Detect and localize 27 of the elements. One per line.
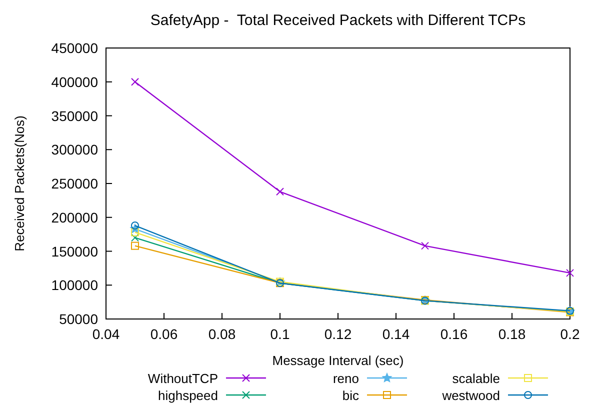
y-tick-label: 200000 [51,209,98,226]
y-tick-label: 450000 [51,40,98,56]
x-tick-label: 0.2 [560,326,580,342]
legend-label: scalable [452,371,500,386]
y-tick-label: 100000 [51,277,98,294]
x-tick-label: 0.04 [92,326,120,342]
y-tick-label: 250000 [51,176,98,192]
legend-label: westwood [441,388,500,403]
x-tick-label: 0.1 [270,326,290,342]
x-tick-label: 0.18 [498,326,526,342]
x-tick-label: 0.12 [324,326,352,342]
x-axis-title: Message Interval (sec) [272,353,404,368]
chart-title: SafetyApp - Total Received Packets with Different TCPs [150,12,526,29]
legend-label: reno [332,371,359,386]
y-tick-label: 400000 [51,74,98,90]
legend-label: highspeed [158,388,218,403]
y-tick-label: 350000 [51,108,98,124]
y-tick-label: 50000 [59,311,98,327]
y-axis-title: Received Packets(Nos) [12,116,27,252]
y-tick-label: 300000 [51,142,98,158]
legend-label: bic [342,388,360,403]
legend-label: WithoutTCP [148,371,218,386]
x-tick-label: 0.14 [382,326,410,342]
x-tick-label: 0.16 [440,326,468,342]
x-tick-label: 0.06 [150,326,178,342]
x-tick-label: 0.08 [208,326,236,342]
y-tick-label: 150000 [51,243,98,260]
